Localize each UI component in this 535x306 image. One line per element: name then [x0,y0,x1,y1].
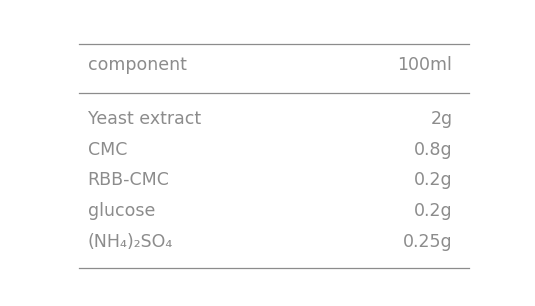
Text: Yeast extract: Yeast extract [88,110,201,128]
Text: 0.2g: 0.2g [414,171,453,189]
Text: 0.25g: 0.25g [403,233,453,251]
Text: glucose: glucose [88,202,155,220]
Text: 0.2g: 0.2g [414,202,453,220]
Text: CMC: CMC [88,141,127,159]
Text: (NH₄)₂SO₄: (NH₄)₂SO₄ [88,233,173,251]
Text: component: component [88,56,187,74]
Text: RBB-CMC: RBB-CMC [88,171,170,189]
Text: 2g: 2g [430,110,453,128]
Text: 100ml: 100ml [398,56,453,74]
Text: 0.8g: 0.8g [414,141,453,159]
